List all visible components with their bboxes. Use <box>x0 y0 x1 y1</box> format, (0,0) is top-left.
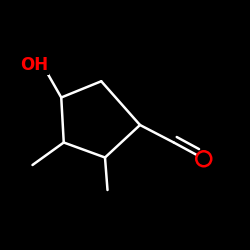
Circle shape <box>196 151 211 166</box>
Text: OH: OH <box>20 56 48 74</box>
